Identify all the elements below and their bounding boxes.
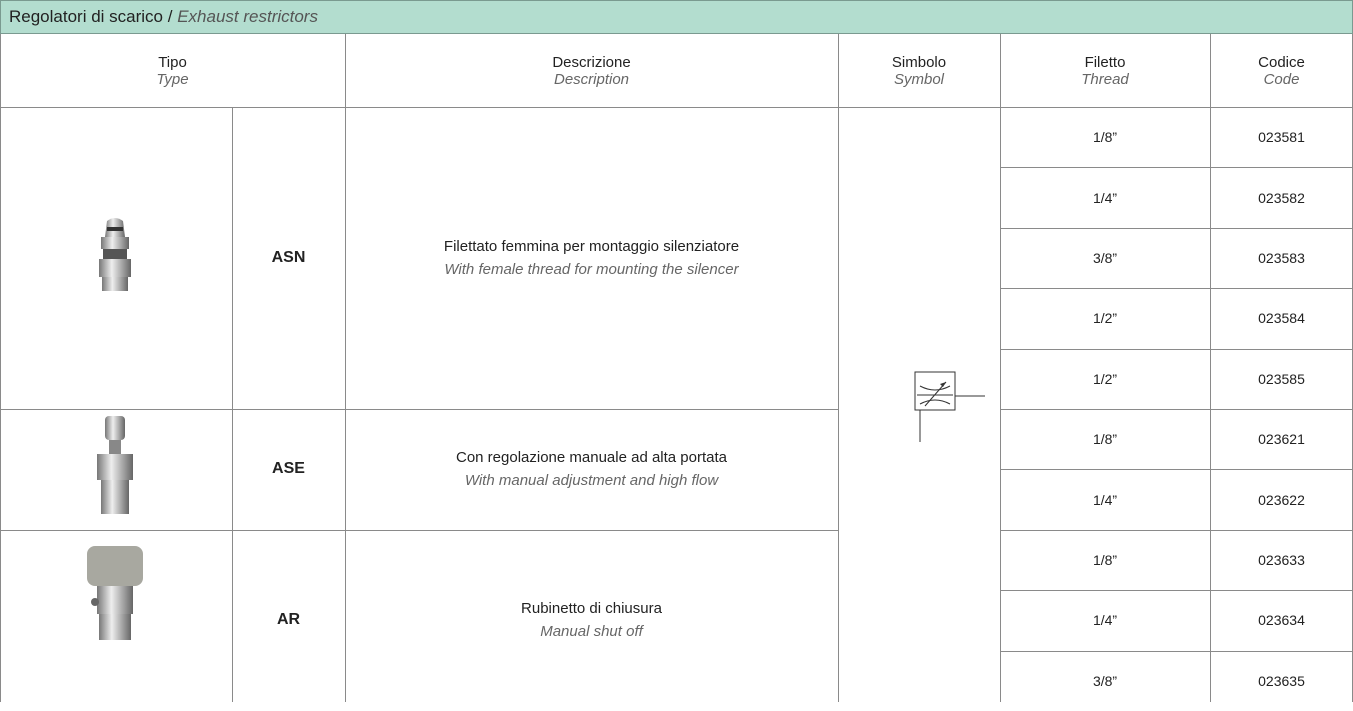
product-code: 023621 (1258, 431, 1305, 448)
description-it: Rubinetto di chiusura (521, 600, 662, 618)
thread: 1/8” (1092, 551, 1118, 568)
border-line (345, 34, 346, 702)
header-cell: Codice Code (1210, 34, 1353, 107)
title-bar: Regolatori di scarico / Exhaust restrict… (0, 0, 1353, 34)
header-it: Tipo (158, 53, 187, 71)
header-en: Symbol (893, 70, 945, 88)
description-en: With manual adjustment and high flow (464, 472, 719, 490)
border-line (0, 107, 1353, 108)
header-cell: Descrizione Description (345, 34, 838, 107)
thread: 1/8” (1092, 129, 1118, 146)
product-code: 023635 (1258, 672, 1305, 689)
header-it: Descrizione (552, 53, 631, 71)
product-code: 023582 (1258, 189, 1305, 206)
description: Con regolazione manuale ad alta portata W… (345, 409, 838, 530)
thread: 3/8” (1092, 672, 1118, 689)
product-code: 023634 (1258, 612, 1305, 629)
description-it: Con regolazione manuale ad alta portata (455, 449, 728, 467)
header-cell: Filetto Thread (1000, 34, 1210, 107)
description-it: Filettato femmina per montaggio silenzia… (443, 238, 740, 255)
product-code: 023584 (1258, 310, 1305, 327)
border-line (1000, 167, 1353, 169)
product-code: 023622 (1258, 491, 1305, 508)
border-line (0, 34, 1, 702)
border-line (838, 34, 839, 702)
border-line (1000, 288, 1353, 290)
header-it: Codice (1258, 53, 1305, 71)
border-line (1000, 469, 1353, 471)
product-code: 023583 (1258, 249, 1305, 266)
border-line (1210, 34, 1211, 702)
header-it: Simbolo (891, 53, 947, 71)
header-en: Thread (1081, 70, 1129, 88)
thread: 3/8” (1092, 249, 1118, 266)
description: Rubinetto di chiusura Manual shut off (345, 530, 838, 711)
product-code: 023581 (1258, 129, 1305, 146)
product-image-ar (87, 546, 143, 640)
thread: 1/8” (1092, 431, 1118, 448)
product-image-asn (99, 218, 131, 291)
thread: 1/2” (1092, 310, 1118, 327)
title-en: Exhaust restrictors (177, 7, 318, 26)
border-line (1000, 34, 1001, 702)
header-cell: Tipo Type (0, 34, 345, 107)
border-line (232, 107, 233, 702)
description-en: With female thread for mounting the sile… (444, 261, 739, 278)
border-line (0, 529, 838, 531)
border-line (0, 409, 838, 410)
border-line (1000, 348, 1353, 350)
header-en: Code (1263, 70, 1300, 88)
product-code: 023633 (1258, 551, 1305, 568)
symbol-icon (914, 371, 985, 442)
border-line (1000, 650, 1353, 652)
border-line (1000, 590, 1353, 592)
border-line (1000, 227, 1353, 229)
type-code: AR (276, 611, 301, 629)
description-en: Manual shut off (540, 623, 643, 641)
thread: 1/4” (1092, 612, 1118, 629)
thread: 1/2” (1092, 370, 1118, 387)
product-code: 023585 (1258, 370, 1305, 387)
thread: 1/4” (1092, 189, 1118, 206)
type-code: ASN (271, 249, 306, 266)
border-line (1000, 529, 1353, 531)
description: Filettato femmina per montaggio silenzia… (345, 107, 838, 409)
header-en: Description (553, 70, 630, 88)
type-code: ASE (272, 460, 305, 478)
product-image-ase (97, 416, 133, 514)
header-cell: Simbolo Symbol (838, 34, 1000, 107)
title: Regolatori di scarico / (9, 7, 173, 26)
thread: 1/4” (1092, 491, 1118, 508)
border-line (1000, 409, 1353, 410)
header-it: Filetto (1084, 53, 1126, 71)
header-en: Type (156, 70, 189, 88)
